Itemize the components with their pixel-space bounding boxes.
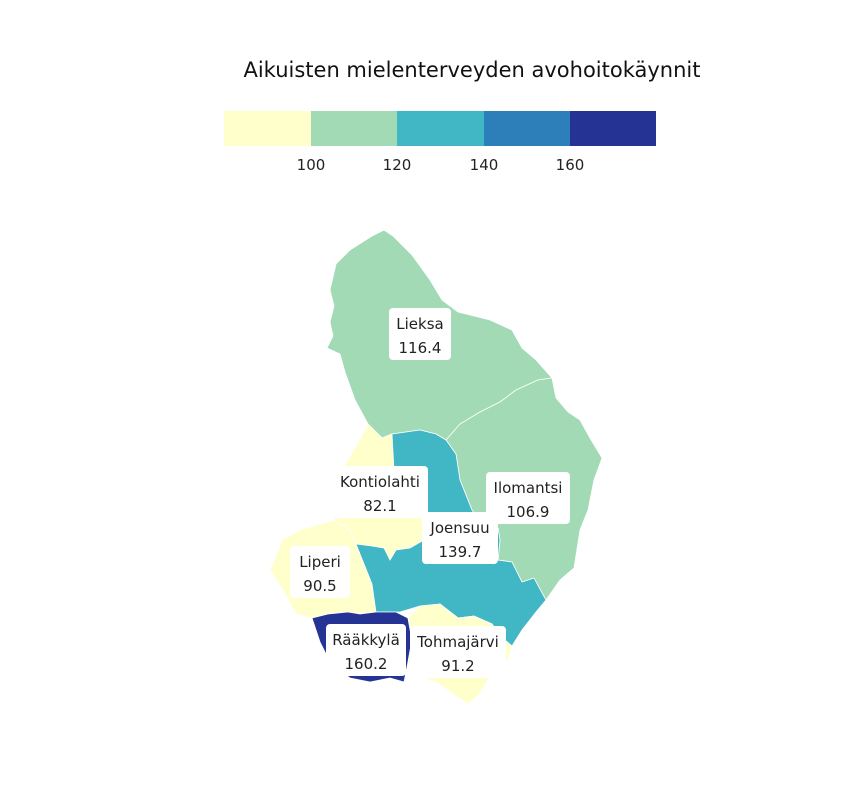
region-name: Ilomantsi — [494, 479, 563, 497]
region-value: 160.2 — [345, 655, 388, 673]
label-kontiolahti: Kontiolahti 82.1 — [332, 466, 428, 518]
region-value: 90.5 — [303, 577, 336, 595]
label-liperi: Liperi 90.5 — [290, 546, 350, 598]
legend-bin-4 — [570, 111, 656, 146]
region-value: 82.1 — [363, 497, 396, 515]
label-joensuu: Joensuu 139.7 — [422, 512, 498, 564]
region-value: 116.4 — [399, 339, 442, 357]
region-labels: Lieksa 116.4 Ilomantsi 106.9 Kontiolahti… — [290, 308, 570, 678]
legend-tick: 160 — [556, 156, 585, 174]
legend-tick: 140 — [470, 156, 499, 174]
legend-bin-2 — [397, 111, 484, 146]
legend-bin-0 — [224, 111, 311, 146]
map-title: Aikuisten mielenterveyden avohoitokäynni… — [243, 58, 700, 82]
label-lieksa: Lieksa 116.4 — [389, 308, 451, 360]
region-value: 139.7 — [439, 543, 482, 561]
region-name: Joensuu — [429, 519, 489, 537]
label-raakkyla: Rääkkylä 160.2 — [326, 624, 406, 676]
legend-tick: 120 — [383, 156, 412, 174]
legend-bin-3 — [484, 111, 570, 146]
region-name: Lieksa — [396, 315, 443, 333]
label-ilomantsi: Ilomantsi 106.9 — [486, 472, 570, 524]
region-name: Tohmajärvi — [416, 633, 499, 651]
legend-tick: 100 — [297, 156, 326, 174]
legend: 100 120 140 160 — [224, 111, 656, 174]
label-tohmajarvi: Tohmajärvi 91.2 — [410, 626, 506, 678]
region-name: Kontiolahti — [340, 473, 420, 491]
region-name: Rääkkylä — [332, 631, 400, 649]
legend-bin-1 — [311, 111, 397, 146]
region-value: 91.2 — [441, 657, 474, 675]
region-name: Liperi — [299, 553, 341, 571]
region-value: 106.9 — [507, 503, 550, 521]
